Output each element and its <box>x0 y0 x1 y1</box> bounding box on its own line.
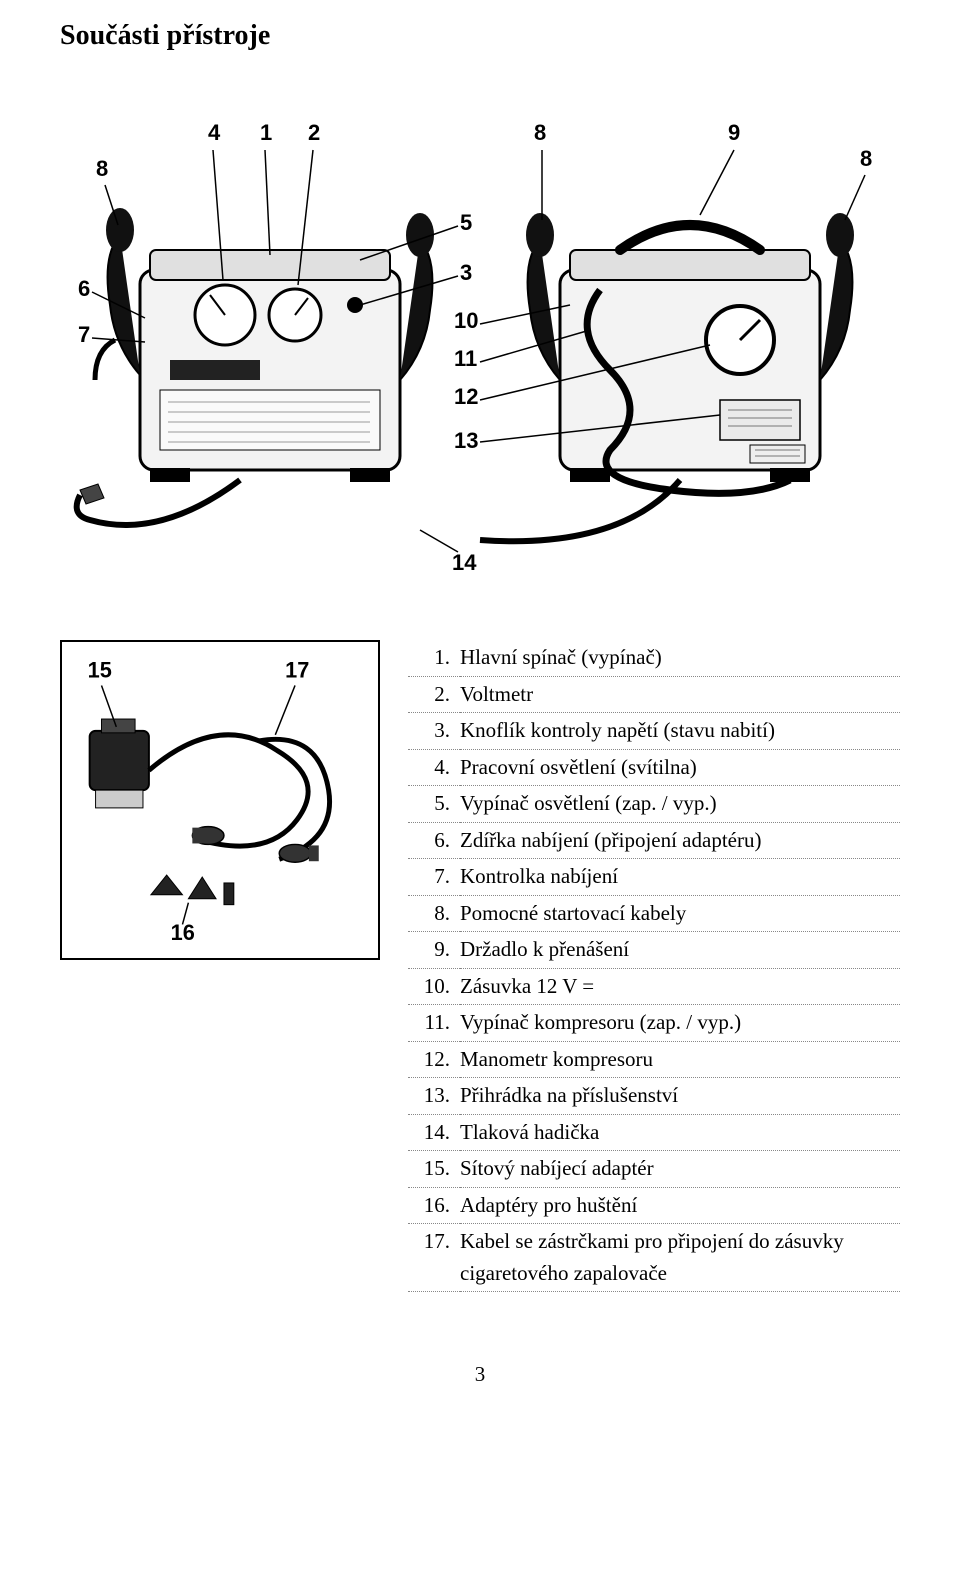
part-num: 15. <box>408 1151 460 1188</box>
callout-8b: 8 <box>534 120 546 145</box>
part-label: Kabel se zástrčkami pro připojení do zás… <box>460 1224 900 1292</box>
callout-8a: 8 <box>96 156 108 181</box>
table-row: 3.Knoflík kontroly napětí (stavu nabití) <box>408 713 900 750</box>
callout-9: 9 <box>728 120 740 145</box>
table-row: 8.Pomocné startovací kabely <box>408 895 900 932</box>
part-label: Zdířka nabíjení (připojení adaptéru) <box>460 822 900 859</box>
page-title: Součásti přístroje <box>60 20 900 52</box>
part-num: 3. <box>408 713 460 750</box>
callout-14: 14 <box>452 550 477 575</box>
part-label: Manometr kompresoru <box>460 1041 900 1078</box>
callout-2: 2 <box>308 120 320 145</box>
table-row: 12.Manometr kompresoru <box>408 1041 900 1078</box>
part-label: Knoflík kontroly napětí (stavu nabití) <box>460 713 900 750</box>
part-label: Hlavní spínač (vypínač) <box>460 640 900 676</box>
part-label: Pomocné startovací kabely <box>460 895 900 932</box>
part-num: 16. <box>408 1187 460 1224</box>
part-num: 14. <box>408 1114 460 1151</box>
callout-10: 10 <box>454 308 478 333</box>
callout-3: 3 <box>460 260 472 285</box>
part-num: 5. <box>408 786 460 823</box>
table-row: 17.Kabel se zástrčkami pro připojení do … <box>408 1224 900 1292</box>
table-row: 13.Přihrádka na příslušenství <box>408 1078 900 1115</box>
part-num: 6. <box>408 822 460 859</box>
part-label: Vypínač kompresoru (zap. / vyp.) <box>460 1005 900 1042</box>
table-row: 2.Voltmetr <box>408 676 900 713</box>
part-num: 8. <box>408 895 460 932</box>
table-row: 6.Zdířka nabíjení (připojení adaptéru) <box>408 822 900 859</box>
table-row: 5.Vypínač osvětlení (zap. / vyp.) <box>408 786 900 823</box>
part-num: 7. <box>408 859 460 896</box>
callout-8c: 8 <box>860 146 872 171</box>
table-row: 15.Sítový nabíjecí adaptér <box>408 1151 900 1188</box>
part-num: 9. <box>408 932 460 969</box>
callout-11: 11 <box>454 346 477 371</box>
part-num: 2. <box>408 676 460 713</box>
page-number: 3 <box>60 1362 900 1387</box>
callout-4: 4 <box>208 120 221 145</box>
table-row: 10.Zásuvka 12 V = <box>408 968 900 1005</box>
table-row: 14.Tlaková hadička <box>408 1114 900 1151</box>
callout-6: 6 <box>78 276 90 301</box>
part-num: 13. <box>408 1078 460 1115</box>
callout-7: 7 <box>78 322 90 347</box>
table-row: 11.Vypínač kompresoru (zap. / vyp.) <box>408 1005 900 1042</box>
part-label: Zásuvka 12 V = <box>460 968 900 1005</box>
table-row: 4.Pracovní osvětlení (svítilna) <box>408 749 900 786</box>
callout-5: 5 <box>460 210 472 235</box>
callout-15: 15 <box>88 658 112 683</box>
part-label: Kontrolka nabíjení <box>460 859 900 896</box>
part-label: Přihrádka na příslušenství <box>460 1078 900 1115</box>
part-label: Pracovní osvětlení (svítilna) <box>460 749 900 786</box>
part-num: 17. <box>408 1224 460 1292</box>
table-row: 1.Hlavní spínač (vypínač) <box>408 640 900 676</box>
part-label: Tlaková hadička <box>460 1114 900 1151</box>
callout-1: 1 <box>260 120 272 145</box>
table-row: 7.Kontrolka nabíjení <box>408 859 900 896</box>
part-num: 4. <box>408 749 460 786</box>
part-num: 10. <box>408 968 460 1005</box>
part-num: 12. <box>408 1041 460 1078</box>
part-num: 1. <box>408 640 460 676</box>
accessories-figure: 15 17 16 <box>60 640 380 960</box>
callout-12: 12 <box>454 384 478 409</box>
part-label: Držadlo k přenášení <box>460 932 900 969</box>
table-row: 9.Držadlo k přenášení <box>408 932 900 969</box>
part-label: Sítový nabíjecí adaptér <box>460 1151 900 1188</box>
table-row: 16.Adaptéry pro huštění <box>408 1187 900 1224</box>
parts-list-table: 1.Hlavní spínač (vypínač) 2.Voltmetr 3.K… <box>408 640 900 1292</box>
callout-13: 13 <box>454 428 478 453</box>
callout-17: 17 <box>285 658 309 683</box>
main-figure: 4 1 2 8 6 7 5 3 10 11 12 <box>60 80 900 600</box>
part-label: Voltmetr <box>460 676 900 713</box>
part-label: Adaptéry pro huštění <box>460 1187 900 1224</box>
part-label: Vypínač osvětlení (zap. / vyp.) <box>460 786 900 823</box>
part-num: 11. <box>408 1005 460 1042</box>
